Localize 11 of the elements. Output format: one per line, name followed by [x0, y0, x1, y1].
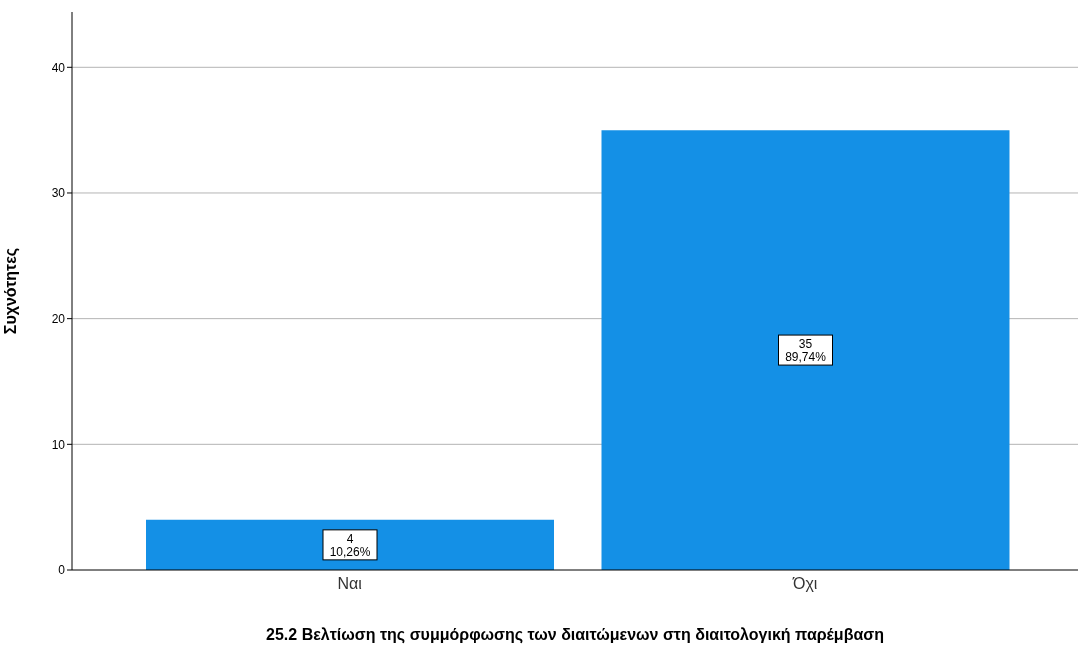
y-axis-title: Συχνότητες [1, 247, 20, 335]
y-tick-label: 0 [58, 563, 66, 578]
x-tick-label: Ναι [337, 575, 363, 593]
data-label: 35 89,74% [785, 337, 827, 365]
x-tick-label: Όχι [792, 575, 818, 593]
y-tick-label: 10 [51, 437, 66, 452]
y-tick-label: 40 [51, 60, 66, 75]
data-label: 4 10,26% [329, 531, 371, 559]
y-tick-label: 30 [51, 186, 66, 201]
x-axis-title: 25.2 Βελτίωση της συμμόρφωσης των διαιτώμενων στη διαιτολογική παρέμβαση [266, 626, 884, 644]
y-tick-label: 20 [51, 311, 66, 326]
